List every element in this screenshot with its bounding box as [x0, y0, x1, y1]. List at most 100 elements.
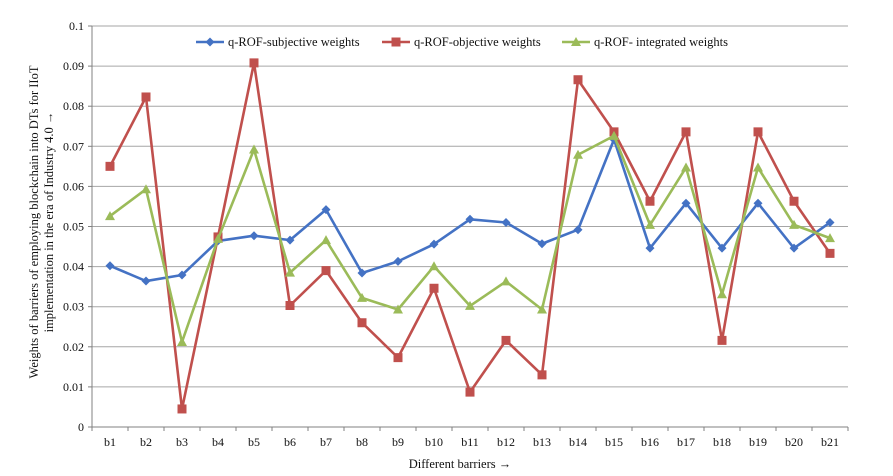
- data-point-b8: [357, 292, 367, 302]
- data-point-b1: [105, 261, 115, 271]
- x-tick-label-b14: b14: [569, 435, 587, 449]
- y-axis-title-line1: Weights of barriers of employing blockch…: [27, 65, 41, 378]
- data-point-b3: [177, 404, 187, 414]
- x-tick-label-b17: b17: [677, 435, 695, 449]
- x-axis-title: Different barriers →: [409, 457, 512, 471]
- data-point-b10: [429, 283, 439, 293]
- legend-item-1: q-ROF-subjective weights: [196, 35, 360, 49]
- data-point-b20: [789, 243, 799, 253]
- data-point-b2: [141, 276, 151, 286]
- data-point-b21: [825, 248, 835, 258]
- data-point-b17: [681, 162, 691, 172]
- legend-marker: [391, 37, 401, 47]
- data-point-b11: [465, 387, 475, 397]
- data-point-b3: [177, 270, 187, 280]
- data-point-b6: [285, 235, 295, 245]
- data-point-b12: [501, 276, 511, 286]
- series-1: [105, 134, 835, 286]
- data-point-b6: [285, 267, 295, 277]
- gridlines: [92, 25, 848, 388]
- y-axis-title-line2: implementation in the era of Industry 4.…: [42, 112, 56, 333]
- legend-label: q-ROF- integrated weights: [594, 35, 728, 49]
- legend-item-2: q-ROF-objective weights: [382, 35, 541, 49]
- data-point-b21: [825, 217, 835, 227]
- data-point-b3: [177, 336, 187, 346]
- data-point-b5: [249, 58, 259, 68]
- data-point-b13: [537, 370, 547, 380]
- data-point-b18: [717, 243, 727, 253]
- data-point-b7: [321, 235, 331, 245]
- x-tick-label-b3: b3: [176, 435, 188, 449]
- data-point-b15: [609, 130, 619, 140]
- data-point-b20: [789, 196, 799, 206]
- data-point-b10: [429, 261, 439, 271]
- data-point-b10: [429, 239, 439, 249]
- data-point-b8: [357, 318, 367, 328]
- y-tick-label: 0.08: [63, 99, 84, 113]
- y-tick-label: 0.06: [63, 179, 84, 193]
- series-line: [109, 138, 831, 283]
- data-point-b11: [465, 214, 475, 224]
- x-tick-labels: b1 b2 b3 b4 b5 b6 b7 b8 b9 b10 b11 b12 b13 b14 b15 b16 b…: [104, 435, 839, 449]
- x-tick-label-b2: b2: [140, 435, 152, 449]
- x-tick-label-b7: b7: [320, 435, 332, 449]
- data-point-b7: [321, 266, 331, 276]
- x-tick-label-b4: b4: [212, 435, 224, 449]
- y-axis-title: Weights of barriers of employing blockch…: [27, 65, 56, 378]
- data-point-b9: [393, 256, 403, 266]
- x-tick-label-b5: b5: [248, 435, 260, 449]
- x-tick-label-b19: b19: [749, 435, 767, 449]
- x-tick-label-b21: b21: [821, 435, 839, 449]
- legend-label: q-ROF-subjective weights: [228, 35, 360, 49]
- legend-marker: [571, 37, 581, 46]
- data-point-b2: [141, 92, 151, 102]
- data-point-b19: [753, 127, 763, 137]
- data-point-b12: [501, 335, 511, 345]
- data-point-b17: [681, 198, 691, 208]
- data-point-b11: [465, 300, 475, 310]
- x-tick-label-b15: b15: [605, 435, 623, 449]
- axes: [88, 25, 849, 431]
- data-point-b4: [213, 233, 223, 243]
- data-point-b16: [645, 243, 655, 253]
- legend-marker: [205, 37, 215, 47]
- data-point-b13: [537, 239, 547, 249]
- data-point-b18: [717, 289, 727, 299]
- data-point-b9: [393, 304, 403, 314]
- data-point-b6: [285, 300, 295, 310]
- x-tick-label-b10: b10: [425, 435, 443, 449]
- y-tick-label: 0.03: [63, 300, 84, 314]
- y-tick-label: 0.04: [63, 260, 84, 274]
- x-tick-label-b16: b16: [641, 435, 659, 449]
- data-point-b5: [249, 231, 259, 241]
- data-point-b2: [141, 184, 151, 194]
- data-point-b19: [753, 198, 763, 208]
- legend-label: q-ROF-objective weights: [414, 35, 541, 49]
- x-tick-label-b9: b9: [392, 435, 404, 449]
- series: [105, 58, 835, 414]
- data-point-b1: [105, 161, 115, 171]
- y-tick-label: 0: [78, 420, 84, 434]
- data-point-b17: [681, 127, 691, 137]
- data-point-b1: [105, 211, 115, 221]
- data-point-b18: [717, 335, 727, 345]
- x-tick-label-b13: b13: [533, 435, 551, 449]
- x-tick-label-b20: b20: [785, 435, 803, 449]
- x-tick-label-b11: b11: [461, 435, 479, 449]
- data-point-b7: [321, 205, 331, 215]
- data-point-b5: [249, 144, 259, 154]
- data-point-b14: [573, 149, 583, 159]
- data-point-b12: [501, 217, 511, 227]
- data-point-b13: [537, 304, 547, 314]
- y-tick-labels: 0 0.01 0.02 0.03 0.04 0.05 0.06 0.07 0.08 0.09 0.1: [63, 19, 84, 434]
- x-tick-label-b8: b8: [356, 435, 368, 449]
- data-point-b16: [645, 219, 655, 229]
- data-point-b21: [825, 233, 835, 243]
- data-point-b8: [357, 268, 367, 278]
- data-point-b20: [789, 219, 799, 229]
- x-tick-label-b6: b6: [284, 435, 296, 449]
- y-tick-label: 0.1: [69, 19, 84, 33]
- y-tick-label: 0.02: [63, 340, 84, 354]
